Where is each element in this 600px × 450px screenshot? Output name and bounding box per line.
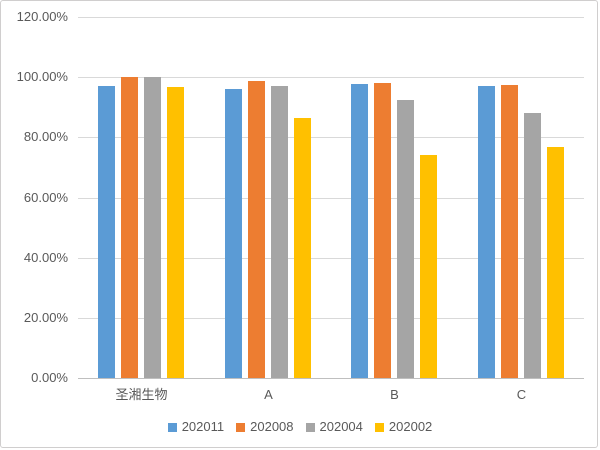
y-tick-label: 120.00% [16, 9, 68, 24]
legend-swatch-icon [236, 422, 246, 432]
gridline [78, 17, 584, 18]
bar-202011-圣湘生物[interactable] [98, 85, 115, 378]
chart-legend: 202011 202008 202004 202002 [1, 418, 597, 436]
gridline [78, 198, 584, 199]
bar-202004-圣湘生物[interactable] [144, 77, 161, 378]
x-tick-label-圣湘生物: 圣湘生物 [115, 387, 168, 402]
bar-202008-A[interactable] [248, 80, 265, 378]
legend-label: 202008 [250, 419, 294, 434]
gridline [78, 137, 584, 138]
legend-label: 202011 [181, 419, 225, 434]
bar-202004-B[interactable] [397, 100, 414, 378]
bar-202004-A[interactable] [271, 85, 288, 378]
bar-202002-B[interactable] [420, 155, 437, 378]
bar-202011-B[interactable] [351, 83, 368, 378]
legend-label: 202002 [388, 419, 433, 434]
x-tick-label-A: A [264, 387, 273, 402]
gridline [78, 77, 584, 78]
legend-swatch-icon [167, 422, 177, 432]
x-tick-label-C: C [516, 387, 527, 402]
legend-label: 202004 [319, 419, 363, 434]
y-tick-label: 100.00% [16, 69, 68, 84]
bar-202011-C[interactable] [478, 85, 495, 378]
x-axis-line [78, 378, 584, 379]
bar-202002-A[interactable] [294, 118, 311, 378]
gridline [78, 258, 584, 259]
bar-202002-圣湘生物[interactable] [167, 87, 184, 378]
bar-202002-C[interactable] [547, 147, 564, 378]
x-tick-label-B: B [390, 387, 399, 402]
y-tick-label: 40.00% [23, 250, 68, 265]
legend-item-202008[interactable]: 202008 [236, 419, 294, 435]
y-tick-label: 20.00% [23, 310, 68, 325]
bar-202011-A[interactable] [225, 88, 242, 378]
legend-item-202004[interactable]: 202004 [305, 419, 363, 435]
y-tick-label: 60.00% [23, 190, 68, 205]
bar-202008-B[interactable] [374, 83, 391, 378]
legend-item-202011[interactable]: 202011 [167, 419, 225, 435]
legend-item-202002[interactable]: 202002 [374, 419, 433, 435]
y-tick-label: 80.00% [23, 129, 68, 144]
gridline [78, 318, 584, 319]
y-tick-label: 0.00% [31, 370, 68, 385]
legend-swatch-icon [305, 422, 315, 432]
bar-202008-C[interactable] [501, 85, 518, 378]
bar-202008-圣湘生物[interactable] [121, 77, 138, 378]
bar-202004-C[interactable] [524, 112, 541, 378]
legend-swatch-icon [374, 422, 384, 432]
